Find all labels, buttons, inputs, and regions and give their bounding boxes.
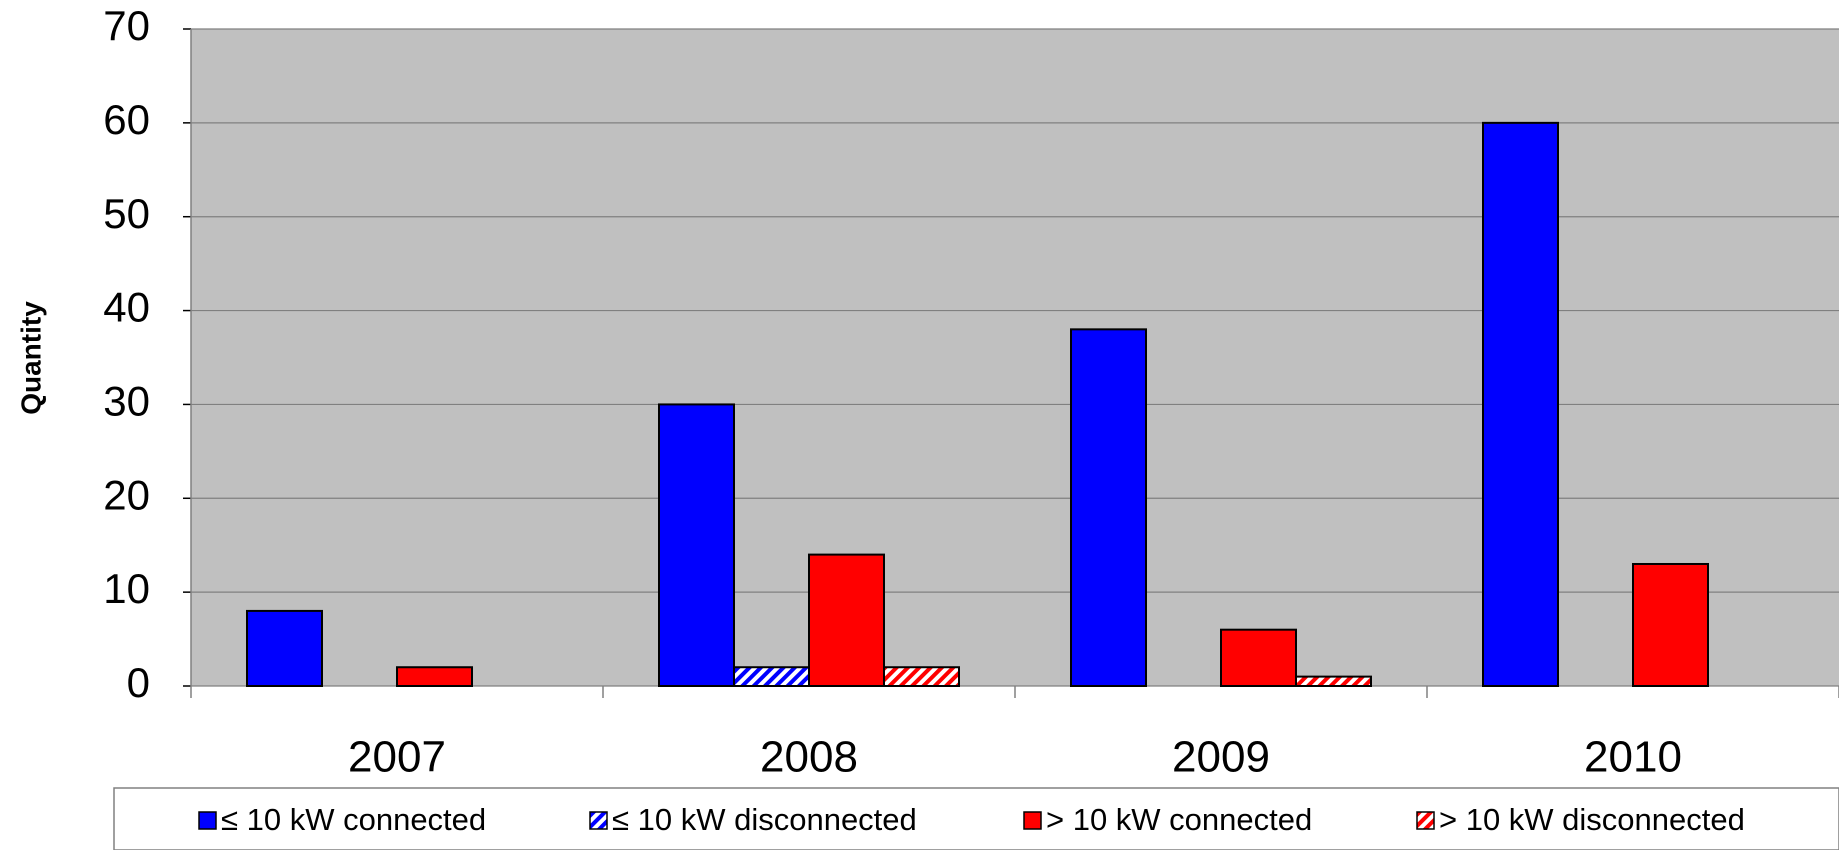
bar bbox=[1070, 328, 1147, 687]
legend-label: ≤ 10 kW connected bbox=[221, 802, 486, 837]
bar bbox=[658, 403, 735, 687]
bar bbox=[808, 553, 885, 687]
legend-marker bbox=[1416, 811, 1435, 830]
bar bbox=[1220, 628, 1297, 688]
y-tick-label: 10 bbox=[103, 565, 150, 612]
y-tick-label: 40 bbox=[103, 284, 150, 331]
legend-marker bbox=[589, 811, 608, 830]
x-tick-label: 2010 bbox=[1584, 733, 1682, 782]
y-axis-label: Quantity bbox=[15, 301, 46, 415]
y-tick-label: 70 bbox=[103, 2, 150, 49]
legend-marker bbox=[198, 811, 217, 830]
y-tick-label: 50 bbox=[103, 190, 150, 237]
bar bbox=[1295, 675, 1372, 687]
legend-label: > 10 kW connected bbox=[1046, 802, 1312, 837]
bar bbox=[883, 666, 960, 688]
plot-area bbox=[191, 29, 1839, 686]
bar bbox=[396, 666, 473, 688]
bar bbox=[246, 609, 323, 688]
bar bbox=[1632, 562, 1709, 687]
bar bbox=[733, 666, 810, 688]
legend-box bbox=[113, 787, 1839, 850]
bar bbox=[1482, 121, 1559, 688]
legend-marker bbox=[1023, 811, 1042, 830]
y-tick-label: 20 bbox=[103, 471, 150, 518]
y-tick-label: 0 bbox=[127, 659, 150, 706]
x-tick-label: 2009 bbox=[1172, 733, 1270, 782]
legend-label: ≤ 10 kW disconnected bbox=[612, 802, 917, 837]
x-tick-label: 2008 bbox=[760, 733, 858, 782]
y-tick-label: 60 bbox=[103, 96, 150, 143]
x-tick-label: 2007 bbox=[348, 733, 446, 782]
legend-label: > 10 kW disconnected bbox=[1439, 802, 1745, 837]
y-tick-label: 30 bbox=[103, 378, 150, 425]
